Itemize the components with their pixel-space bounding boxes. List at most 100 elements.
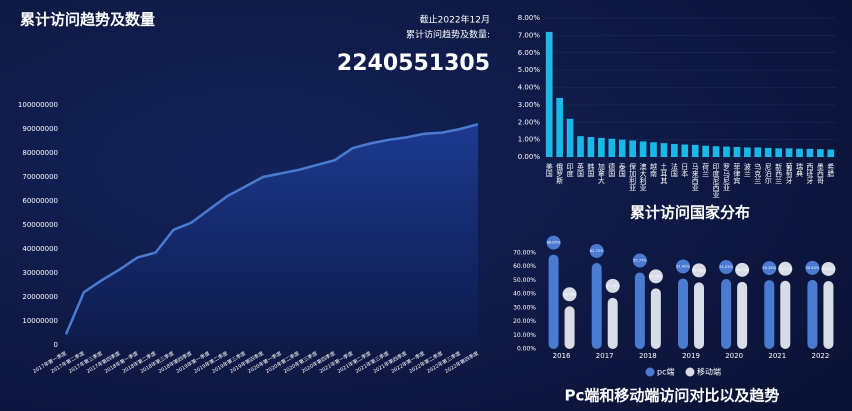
y-tick-label: 10.00% — [513, 332, 536, 339]
y-tick-label: 4.00% — [518, 84, 541, 92]
y-tick-label: 20.00% — [513, 318, 536, 325]
y-tick-label: 90000000 — [22, 125, 58, 133]
x-tick-label: 马来西亚 — [691, 163, 699, 191]
y-tick-label: 7.00% — [518, 31, 541, 39]
bar — [780, 280, 791, 349]
label-bubble — [632, 253, 647, 268]
y-tick-label: 0.00% — [517, 346, 536, 353]
y-tick-label: 50000000 — [22, 221, 58, 229]
chart-title: 累计访问趋势及数量 — [20, 11, 155, 29]
bar — [744, 147, 751, 157]
label-bubble — [546, 235, 561, 250]
bar — [608, 138, 616, 157]
bar — [796, 148, 803, 157]
bar — [764, 147, 772, 157]
x-tick-label: 保加利亚 — [629, 162, 637, 191]
x-tick-label: 土耳其 — [660, 162, 668, 185]
bar — [650, 142, 657, 157]
legend-label: pc端 — [657, 367, 674, 377]
data-label: 44.23% — [649, 274, 663, 278]
y-tick-label: 40.00% — [513, 291, 536, 298]
bar — [823, 280, 834, 349]
label-bubble — [778, 261, 793, 276]
line — [64, 122, 479, 335]
y-tick-label: 60000000 — [22, 197, 58, 205]
x-tick-label: 加拿大 — [597, 162, 605, 185]
bar — [681, 144, 689, 157]
label-bubble — [719, 260, 734, 275]
bar — [618, 139, 626, 157]
bar — [712, 146, 720, 157]
label-bubble — [648, 269, 663, 284]
x-tick-label: 2019 — [682, 352, 700, 360]
y-tick-label: 50.00% — [513, 277, 536, 284]
x-tick-label: 2021 — [768, 352, 786, 360]
bar — [564, 306, 575, 349]
y-tick-label: 6.00% — [518, 49, 541, 57]
label-bubble — [562, 287, 577, 302]
data-label: 62.72% — [590, 249, 604, 253]
x-tick-label: 墨西哥 — [816, 163, 824, 184]
x-tick-label: 印度尼西亚 — [712, 163, 720, 198]
y-tick-label: 5.00% — [518, 66, 541, 74]
x-tick-label: 美国 — [545, 162, 553, 178]
y-tick-label: 0.00% — [518, 153, 541, 161]
bar — [660, 143, 668, 157]
data-label: 51.03% — [719, 265, 733, 269]
bar — [591, 262, 602, 349]
legend-marker — [645, 367, 655, 377]
x-tick-label: 荷兰 — [702, 162, 710, 177]
label-bubble — [735, 262, 750, 277]
label-bubble — [605, 278, 620, 293]
x-tick-label: 日本 — [681, 163, 689, 178]
x-tick-label: 2020 — [725, 352, 743, 360]
bar — [556, 97, 563, 157]
y-tick-label: 60.00% — [513, 263, 536, 270]
bar — [721, 279, 732, 349]
bar — [723, 146, 730, 157]
bar — [671, 143, 678, 157]
y-tick-label: 8.00% — [518, 14, 541, 22]
bar — [733, 146, 741, 157]
total: 2240551305 — [337, 51, 490, 76]
y-tick-label: 10000000 — [22, 317, 58, 325]
y-tick-label: 3.00% — [518, 101, 541, 109]
bar — [650, 288, 661, 349]
x-tick-label: 2017 — [596, 352, 614, 360]
y-tick-label: 20000000 — [22, 293, 58, 301]
data-label: 48.58% — [692, 268, 706, 272]
x-tick-label: 澳大利亚 — [639, 162, 647, 191]
x-tick-label: 乌克兰 — [754, 162, 762, 184]
y-tick-label: 40000000 — [22, 245, 58, 253]
bar — [545, 31, 553, 157]
y-tick-label: 1.00% — [518, 136, 541, 144]
bar — [577, 136, 584, 157]
bar — [678, 278, 688, 349]
x-tick-label: 法国 — [670, 162, 678, 178]
bar — [694, 282, 704, 349]
x-tick-label: 英国 — [577, 162, 585, 178]
x-tick-label: 波兰 — [743, 162, 751, 177]
chart-title: Pc端和移动端访问对比以及趋势 — [565, 387, 780, 405]
x-tick-label: 罗马尼亚 — [723, 163, 731, 191]
x-tick-label: 德国 — [608, 162, 616, 178]
bar — [634, 272, 645, 349]
bar — [764, 280, 775, 349]
total-label: 累计访问趋势及数量: — [406, 29, 490, 41]
data-label: 50.40% — [806, 266, 820, 270]
x-tick-label: 瑞典 — [796, 162, 804, 178]
legend-label: 移动端 — [697, 367, 721, 377]
y-tick-label: 80000000 — [22, 149, 58, 157]
bar — [566, 118, 574, 157]
data-label: 49.74% — [778, 267, 792, 271]
label-bubble — [762, 261, 777, 276]
bar — [629, 140, 636, 157]
x-tick-label: 越南 — [650, 162, 658, 177]
label-bubble — [805, 260, 820, 275]
x-tick-label: 印度 — [566, 163, 574, 178]
x-tick-label: 2016 — [553, 352, 571, 360]
y-tick-label: 70.00% — [513, 250, 536, 257]
x-tick-label: 俄罗斯 — [556, 162, 564, 185]
